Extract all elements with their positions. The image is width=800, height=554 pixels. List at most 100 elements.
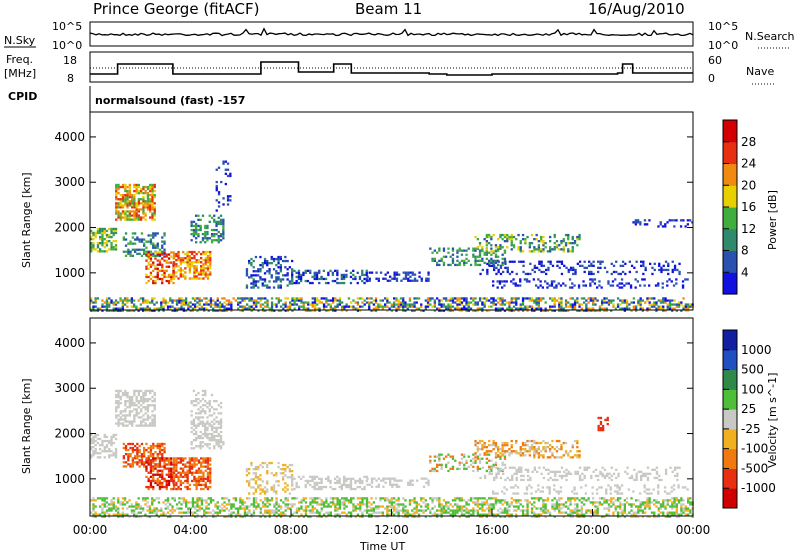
scatter-cell [144, 406, 147, 409]
scatter-cell [275, 270, 278, 273]
scatter-cell [217, 443, 220, 446]
scatter-cell [171, 507, 174, 510]
scatter-cell [197, 228, 200, 232]
scatter-cell [652, 488, 655, 491]
scatter-cell [246, 303, 249, 306]
scatter-cell [177, 254, 180, 258]
scatter-cell [230, 507, 233, 510]
scatter-cell [204, 267, 207, 270]
scatter-cell [542, 297, 545, 300]
scatter-cell [533, 452, 536, 455]
scatter-cell [438, 301, 441, 304]
scatter-cell [143, 252, 146, 255]
scatter-cell [488, 233, 491, 237]
scatter-cell [617, 474, 620, 478]
scatter-cell [149, 475, 153, 478]
scatter-cell [146, 389, 150, 393]
scatter-cell [94, 309, 97, 312]
scatter-cell [606, 416, 609, 420]
scatter-cell [497, 455, 500, 458]
scatter-cell [517, 470, 521, 473]
scatter-cell [210, 432, 214, 436]
scatter-cell [469, 263, 473, 267]
scatter-cell [533, 246, 536, 249]
scatter-cell [382, 485, 385, 488]
scatter-cell [147, 471, 150, 474]
scatter-cell [191, 303, 195, 306]
scatter-cell [650, 297, 654, 300]
scatter-cell [200, 499, 204, 502]
scatter-cell [324, 485, 328, 489]
scatter-cell [327, 477, 330, 480]
scatter-cell [592, 260, 595, 263]
scatter-cell [599, 470, 602, 473]
scatter-cell [645, 492, 649, 495]
scatter-cell [124, 446, 128, 450]
scatter-cell [499, 452, 502, 455]
scatter-cell [555, 246, 559, 249]
scatter-cell [151, 420, 154, 423]
scatter-cell [145, 485, 148, 489]
scatter-cell [291, 463, 294, 467]
scatter-cell [365, 273, 368, 277]
scatter-cell [149, 240, 153, 243]
scatter-cell [195, 416, 198, 419]
scatter-cell [171, 305, 174, 308]
scatter-cell [155, 497, 158, 500]
scatter-cell [146, 400, 150, 403]
scatter-cell [551, 446, 554, 449]
scatter-cell [515, 441, 518, 445]
scatter-cell [451, 301, 455, 304]
scatter-cell [560, 446, 563, 449]
scatter-cell [356, 309, 360, 312]
scatter-cell [485, 233, 488, 237]
scatter-cell [286, 465, 289, 469]
scatter-cell [135, 412, 138, 415]
scatter-cell [202, 487, 205, 491]
scatter-cell [152, 465, 155, 468]
scatter-cell [589, 297, 592, 300]
scatter-cell [103, 499, 106, 502]
scatter-cell [209, 271, 212, 274]
scatter-cell [311, 509, 314, 512]
scatter-cell [517, 297, 520, 300]
scatter-cell [152, 279, 155, 283]
scatter-cell [549, 456, 552, 459]
scatter-cell [497, 260, 500, 263]
scatter-cell [318, 485, 321, 489]
scatter-cell [311, 507, 314, 510]
scatter-cell [206, 426, 209, 429]
scatter-cell [293, 497, 296, 500]
scatter-cell [484, 476, 487, 480]
scatter-cell [241, 309, 244, 312]
scatter-cell [205, 515, 208, 518]
scatter-cell [149, 455, 153, 458]
scatter-cell [658, 474, 661, 478]
scatter-cell [512, 492, 515, 495]
scatter-cell [341, 305, 344, 308]
scatter-cell [192, 404, 196, 407]
scatter-cell [266, 505, 269, 508]
scatter-cell [515, 472, 518, 475]
scatter-cell [193, 265, 196, 268]
scatter-cell [208, 439, 211, 442]
scatter-cell [583, 474, 586, 478]
scatter-cell [567, 452, 570, 455]
scatter-cell [569, 305, 572, 308]
scatter-cell [542, 476, 546, 480]
scatter-cell [140, 457, 144, 460]
scatter-cell [246, 511, 249, 514]
scatter-cell [506, 270, 509, 274]
scatter-cell [657, 305, 660, 308]
scatter-cell [551, 297, 554, 300]
scatter-cell [601, 260, 604, 263]
scatter-cell [161, 269, 164, 272]
scatter-cell [659, 299, 663, 302]
scatter-cell [576, 454, 579, 457]
scatter-cell [204, 273, 207, 276]
scatter-cell [149, 483, 153, 487]
scatter-cell [117, 404, 120, 407]
scatter-cell [152, 444, 155, 448]
scatter-cell [389, 275, 392, 278]
scatter-cell [603, 297, 606, 300]
